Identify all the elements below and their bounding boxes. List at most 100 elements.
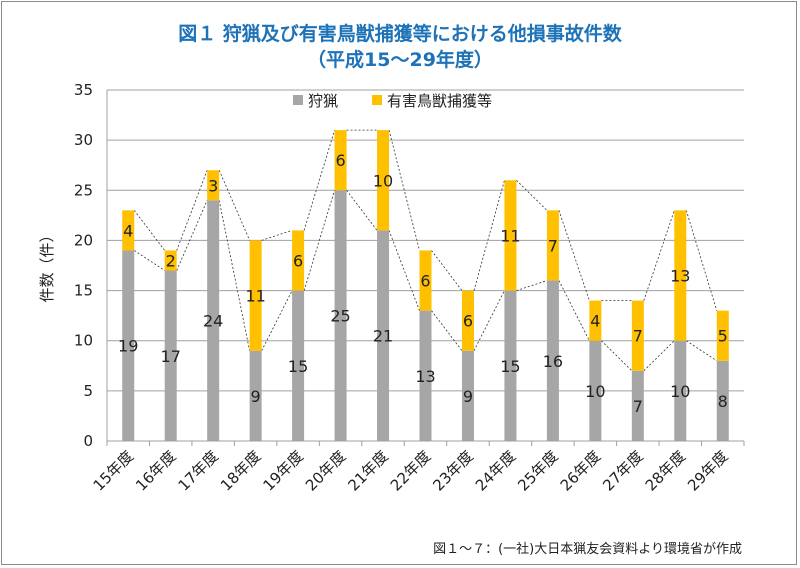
data-label-pest-control: 6 [463,312,473,331]
data-label-pest-control: 6 [293,251,303,270]
x-tick-label: 27年度 [599,447,646,494]
series-line-total [558,210,590,301]
y-tick-label: 0 [83,432,93,450]
bar-hunting [546,280,559,441]
bar-pest-control [631,300,644,371]
x-tick-label: 20年度 [302,447,349,494]
x-tick-label: 15年度 [90,447,137,494]
bar-pest-control [249,240,262,351]
series-line-hunting [261,290,293,351]
bar-hunting [249,350,262,441]
source-note: 図１～７：(一社)大日本猟友会資料より環境省が作成 [433,541,742,557]
data-label-pest-control: 11 [500,226,520,245]
series-line-total [473,180,505,291]
bar-pest-control [207,170,220,201]
bar-pest-control [504,180,517,291]
series-line-total [685,210,718,311]
x-tick-label: 16年度 [132,447,179,494]
legend-swatch-hunting [293,95,303,105]
data-label-hunting: 7 [633,397,643,416]
series-line-hunting [558,280,590,341]
y-tick-label: 30 [74,131,93,149]
data-label-hunting: 19 [118,337,138,356]
series-line-hunting [431,310,463,351]
series-line-hunting [516,280,548,291]
y-axis-label: 件数（件） [38,227,56,302]
bar-hunting [207,200,220,441]
x-tick-label: 26年度 [557,447,604,494]
series-line-total [303,129,335,231]
series-line-hunting [643,340,675,372]
data-label-hunting: 10 [585,382,605,401]
data-label-hunting: 15 [288,357,308,376]
bar-hunting [122,250,135,441]
series-line-hunting [686,340,717,362]
series-line-total [133,210,166,251]
x-tick-label: 19年度 [259,447,306,494]
bar-hunting [377,230,390,441]
legend-label-pest-control: 有害鳥獣捕獲等 [387,92,492,110]
chart-subtitle: （平成15～29年度） [307,48,493,71]
series-line-hunting [601,340,633,372]
y-tick-label: 25 [74,181,93,199]
x-tick-label: 25年度 [514,447,561,494]
x-tick-label: 22年度 [387,447,434,494]
series-line-total [388,130,420,251]
data-labels: 19 4 17 2 24 3 9 11 15 6 25 6 21 10 13 6 9 6 15 11 16 7 10 4 7 7 1… [118,151,728,416]
bar-hunting [164,270,177,441]
x-tick-label: 21年度 [344,447,391,494]
x-tick-label: 28年度 [642,447,689,494]
legend-swatch-pest-control [372,95,382,105]
series-line-total [218,170,251,241]
legend: 狩猟 有害鳥獣捕獲等 [293,92,492,110]
data-label-hunting: 25 [330,307,350,326]
bar-pest-control [674,210,687,341]
bars [122,130,729,441]
bar-pest-control [334,130,347,191]
series-line-hunting [473,290,505,351]
bar-hunting [419,310,432,441]
legend-label-hunting: 狩猟 [308,92,338,110]
bar-hunting [589,340,602,441]
data-label-pest-control: 7 [548,236,558,255]
data-label-pest-control: 6 [420,272,430,291]
series-lines [133,129,718,372]
x-tick-label: 18年度 [217,447,264,494]
data-label-hunting: 13 [415,367,435,386]
data-label-hunting: 17 [161,347,181,366]
series-line-total [516,179,548,211]
x-tick-label: 29年度 [684,447,731,494]
bar-pest-control [461,290,474,351]
data-label-pest-control: 2 [166,251,176,270]
bar-hunting [461,350,474,441]
y-tick-label: 10 [74,332,93,350]
bar-hunting [716,360,729,441]
x-tick-label: 24年度 [472,447,519,494]
data-label-hunting: 16 [543,352,563,371]
bar-hunting [334,190,347,441]
chart-title: 図１ 狩猟及び有害鳥獣捕獲等における他損事故件数 [178,22,623,45]
data-label-pest-control: 10 [373,171,393,190]
bar-pest-control [164,250,177,271]
series-line-hunting [134,250,165,271]
y-tick-label: 5 [83,382,93,400]
bar-pest-control [419,250,432,311]
data-label-pest-control: 7 [633,327,643,346]
bar-pest-control [546,210,559,281]
bar-pest-control [122,210,135,251]
data-label-hunting: 24 [203,312,223,331]
bar-hunting [631,370,644,441]
bar-pest-control [716,310,729,361]
data-label-pest-control: 4 [123,221,133,240]
y-tick-label: 35 [74,81,93,99]
data-label-pest-control: 11 [245,287,265,306]
x-tick-label: 17年度 [175,447,222,494]
bar-pest-control [377,130,390,231]
data-label-pest-control: 4 [590,312,600,331]
data-label-hunting: 15 [500,357,520,376]
data-label-hunting: 9 [251,387,261,406]
bar-pest-control [589,300,602,341]
x-tick-label: 23年度 [429,447,476,494]
data-label-pest-control: 6 [335,151,345,170]
